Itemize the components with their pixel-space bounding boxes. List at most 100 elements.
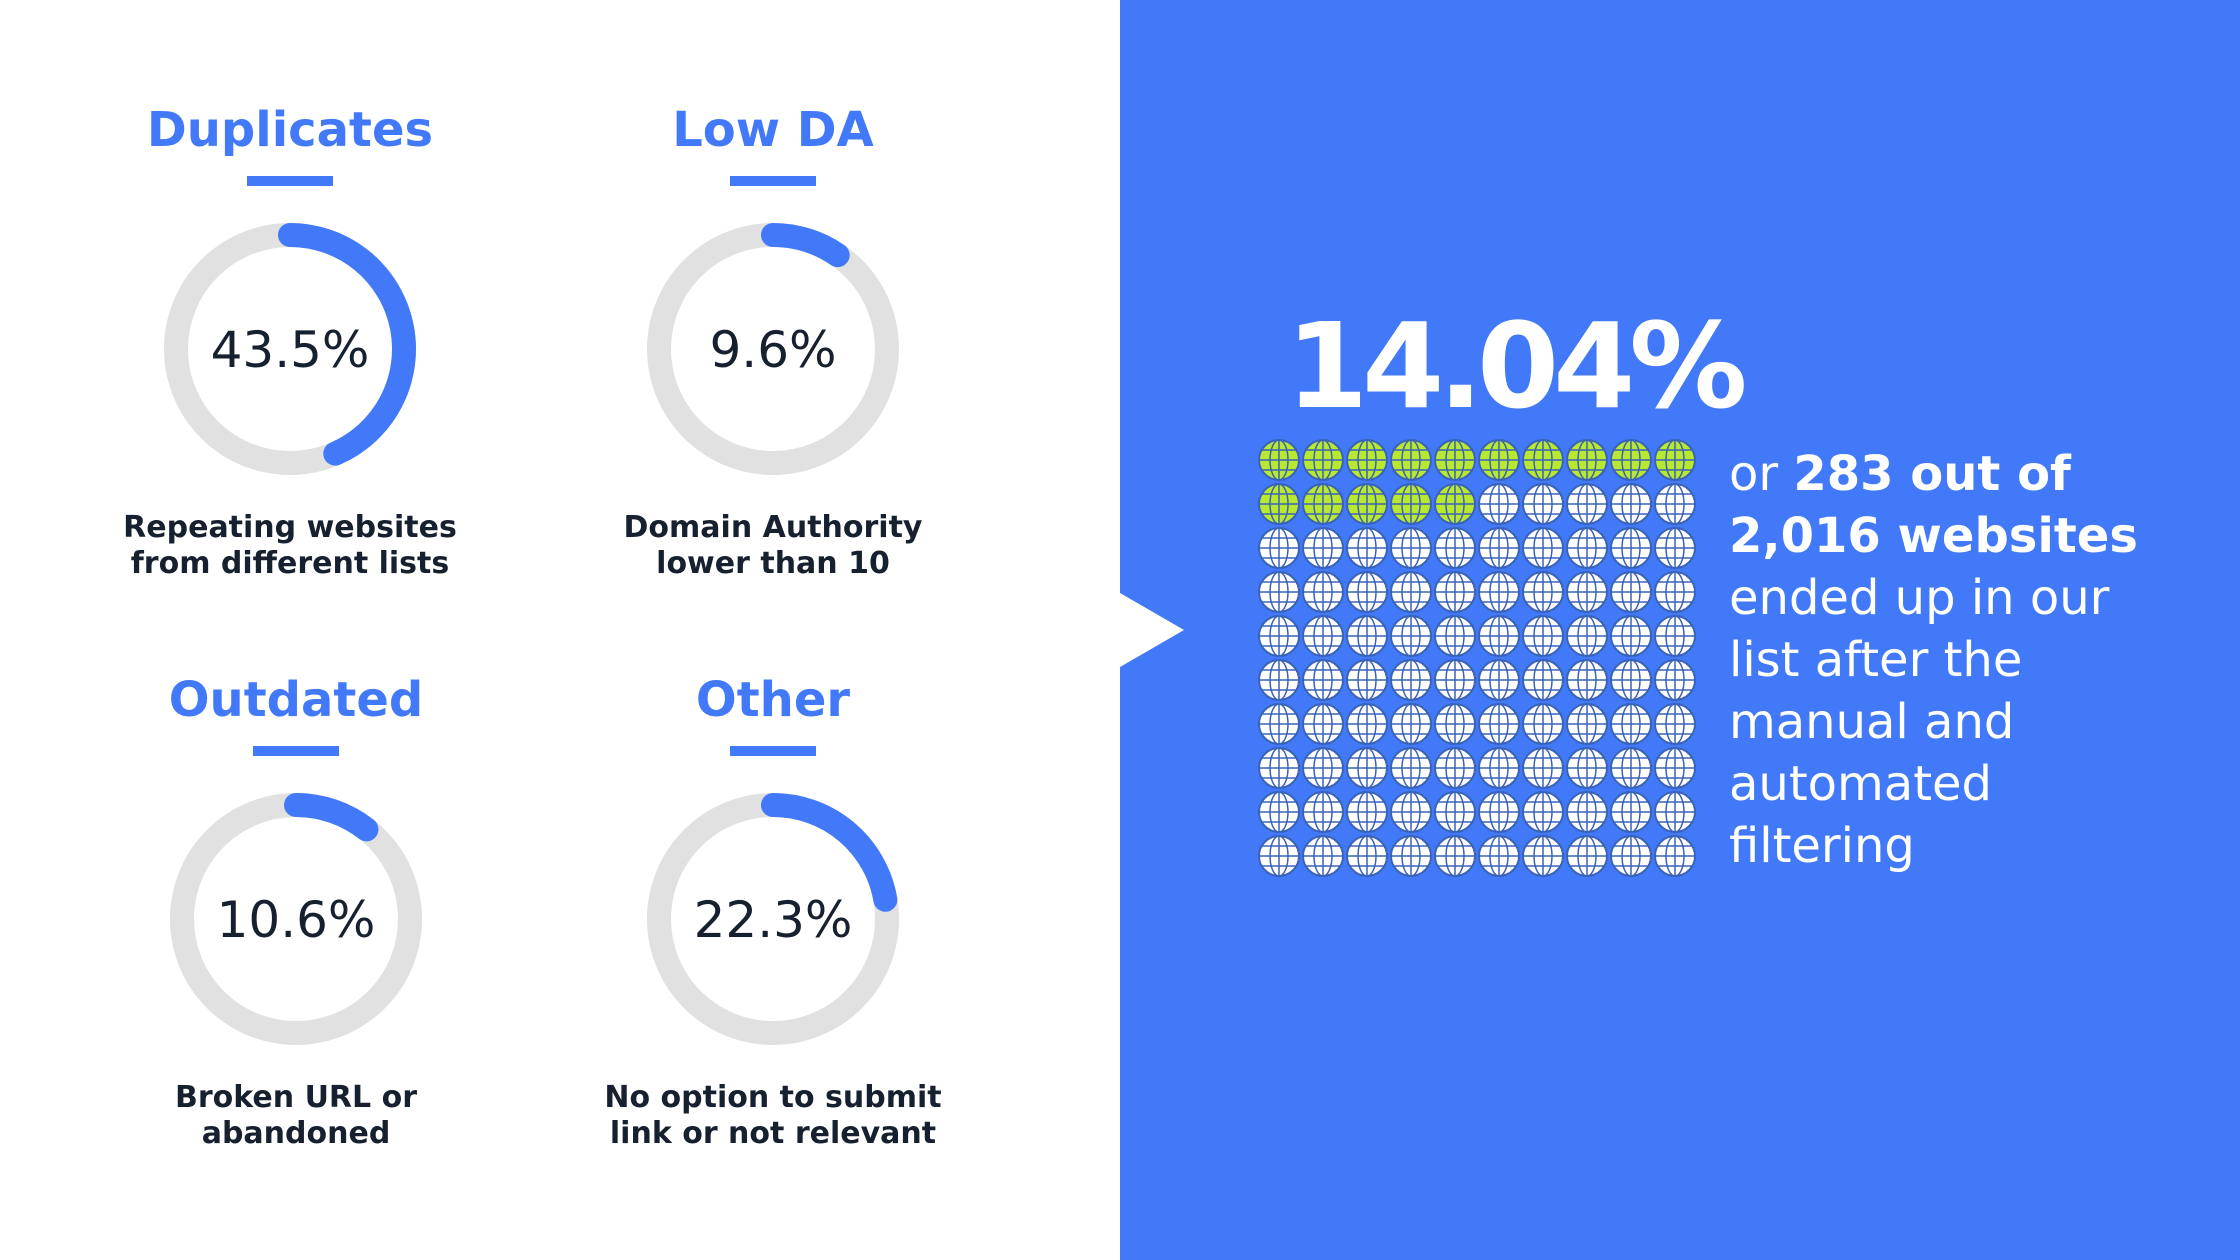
globe-icon [1346,439,1388,481]
globe-icon [1346,703,1388,745]
globe-icon [1346,571,1388,613]
globe-icon [1346,483,1388,525]
globe-icon [1258,483,1300,525]
description-line: ended up in our [1729,570,2110,626]
globe-icon [1478,527,1520,569]
globe-icon [1478,571,1520,613]
donut-caption: No option to submit [604,1080,941,1115]
donut-arc [761,223,850,268]
globe-icon [1390,659,1432,701]
globe-icon [1346,659,1388,701]
globe-icon [1390,703,1432,745]
globe-icon [1302,659,1344,701]
globe-icon [1566,747,1608,789]
globe-icon [1654,571,1696,613]
donut-title: Other [696,672,850,728]
donut-value: 43.5% [211,321,370,379]
globe-icon [1610,791,1652,833]
globe-icon [1478,659,1520,701]
globe-icon [1566,615,1608,657]
title-underline [730,746,816,756]
globe-icon [1566,483,1608,525]
donut-title: Low DA [672,102,874,158]
globe-icon [1654,659,1696,701]
globe-icon [1610,615,1652,657]
title-underline [730,176,816,186]
globe-icon [1390,527,1432,569]
globe-icon [1434,659,1476,701]
globe-icon [1346,835,1388,877]
globe-icon [1258,571,1300,613]
globe-icon [1302,439,1344,481]
globe-icon [1302,835,1344,877]
description-text: 2,016 websites [1729,508,2138,564]
globe-icon [1390,615,1432,657]
donut-caption: lower than 10 [656,546,890,581]
globe-icon [1346,791,1388,833]
description-line: manual and [1729,694,2014,750]
globe-icon [1434,835,1476,877]
globe-icon [1478,615,1520,657]
globe-icon [1522,483,1564,525]
globe-icon [1258,747,1300,789]
donut-caption: from different lists [131,546,449,581]
globe-icon [1258,703,1300,745]
globe-icon [1610,703,1652,745]
donut-value: 9.6% [709,321,836,379]
description-text: manual and [1729,694,2014,750]
title-underline [247,176,333,186]
globe-icon [1302,791,1344,833]
description-line: list after the [1729,632,2022,688]
description-line: or 283 out of [1729,446,2072,502]
donut-arc [284,793,379,842]
globe-icon [1654,439,1696,481]
donut-value: 10.6% [217,891,376,949]
globe-icon [1654,835,1696,877]
globe-icon [1522,615,1564,657]
donut-caption: Broken URL or [175,1080,417,1115]
globe-icon [1302,615,1344,657]
globe-icon [1522,571,1564,613]
globe-icon [1610,835,1652,877]
globe-icon [1566,571,1608,613]
donut-title: Outdated [169,672,424,728]
globe-icon [1434,483,1476,525]
globe-icon [1258,527,1300,569]
globe-icon [1522,747,1564,789]
description-text: filtering [1729,818,1915,874]
globe-icon [1390,835,1432,877]
globe-icon [1302,703,1344,745]
description-line: automated [1729,756,1992,812]
description-line: filtering [1729,818,1915,874]
globe-icon [1566,659,1608,701]
globe-icon [1566,791,1608,833]
globe-icon [1346,747,1388,789]
description-text: or [1729,446,1793,502]
globe-icon [1654,483,1696,525]
globe-icon [1522,835,1564,877]
globe-icon [1302,571,1344,613]
donut-value: 22.3% [694,891,853,949]
globe-icon [1478,703,1520,745]
description-text: 283 out of [1793,446,2072,502]
globe-icon [1610,659,1652,701]
donut-caption: link or not relevant [610,1116,936,1151]
globe-icon [1610,439,1652,481]
globe-icon [1302,483,1344,525]
globe-icon [1610,483,1652,525]
globe-icon [1566,703,1608,745]
globe-icon [1302,747,1344,789]
globe-icon [1390,483,1432,525]
title-underline [253,746,339,756]
globe-icon [1610,527,1652,569]
donut-title: Duplicates [147,102,433,158]
globe-icon [1434,439,1476,481]
globe-icon [1258,615,1300,657]
globe-icon [1566,835,1608,877]
globe-icon [1258,791,1300,833]
globe-icon [1434,571,1476,613]
globe-icon [1654,703,1696,745]
globe-icon [1346,527,1388,569]
globe-icon [1522,659,1564,701]
globe-icon [1610,747,1652,789]
